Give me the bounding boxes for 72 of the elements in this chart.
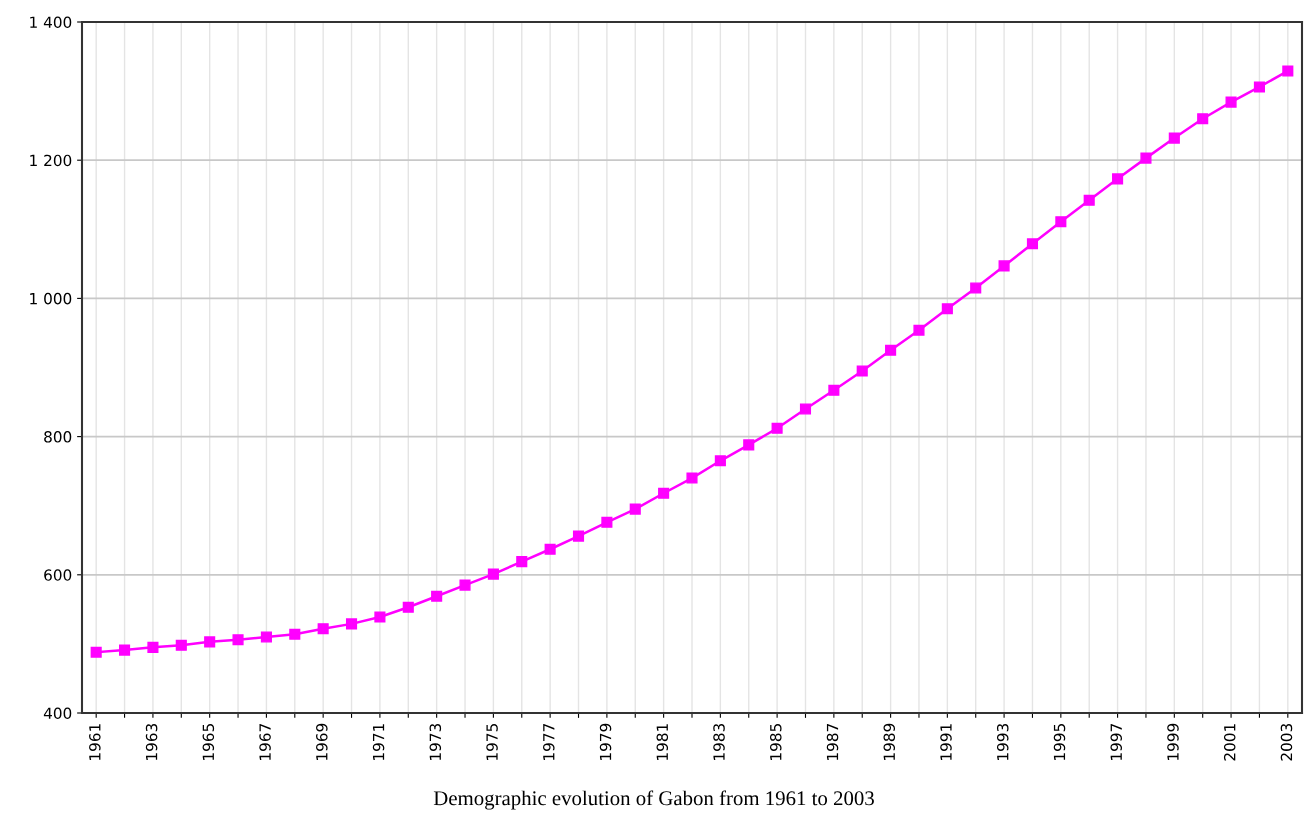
x-tick-label: 1997 [1110,724,1123,760]
x-tick-label: 1999 [1167,723,1179,760]
point [970,282,982,294]
x-tick-label: 1973 [429,723,442,760]
point [1112,173,1124,185]
point [743,439,755,451]
point [1225,96,1237,108]
point [90,646,102,658]
x-tick-label: 1975 [486,724,498,760]
y-tick-label: 1 200 [30,154,72,167]
point [317,623,329,635]
x-tick-label: 1983 [713,723,725,760]
x-tick-label: 1979 [599,723,612,760]
point [431,590,443,602]
point [147,641,159,653]
point [1026,238,1039,250]
point [1282,65,1294,77]
point [771,422,783,434]
point [374,611,386,623]
x-tick-label: 1981 [656,724,669,760]
point [345,618,358,630]
point [232,634,244,646]
x-tick-label: 1969 [316,723,328,760]
point [289,628,301,640]
point [856,365,868,377]
point [1055,216,1067,228]
point [1140,152,1152,164]
x-tick-label: 1995 [1053,724,1066,760]
point [601,516,613,528]
point [629,503,641,515]
point [998,260,1010,272]
point [572,530,585,542]
point [658,487,670,499]
x-tick-label: 2001 [1223,724,1236,761]
point [913,324,925,336]
point [885,344,897,356]
point [686,472,698,484]
x-tick-label: 1987 [826,724,839,760]
x-tick-label: 1993 [996,723,1009,760]
point [941,303,953,315]
x-tick-label: 1991 [940,724,952,760]
point [119,644,131,656]
x-tick-label: 1965 [202,724,215,760]
point [714,455,726,467]
x-tick-label: 1985 [769,724,782,760]
y-tick-label: 800 [44,431,72,443]
x-tick-label: 1967 [259,724,271,760]
y-tick-label: 600 [44,569,72,581]
point [1197,113,1209,125]
x-tick-label: 1977 [543,724,555,760]
point [175,639,187,651]
point [799,403,812,415]
point [204,636,216,648]
text: Demographic evolution of Gabon from 1961 to 2003 [433,790,874,810]
point [828,384,840,396]
x-tick-label: 1989 [883,723,896,760]
x-tick-label: 1961 [89,724,101,760]
x-tick-label: 1963 [145,723,158,760]
point [260,631,272,643]
point [1168,132,1180,144]
point [487,568,499,580]
point [459,579,471,591]
point [1083,194,1095,206]
point [516,556,528,568]
point [544,543,556,555]
point [402,601,414,613]
x-tick-label: 2003 [1280,723,1293,761]
y-tick-label: 1 000 [30,292,72,305]
y-tick-label: 1 400 [30,16,72,29]
y-tick-label: 400 [43,707,72,720]
point [1253,81,1265,93]
x-tick-label: 1971 [372,724,385,760]
